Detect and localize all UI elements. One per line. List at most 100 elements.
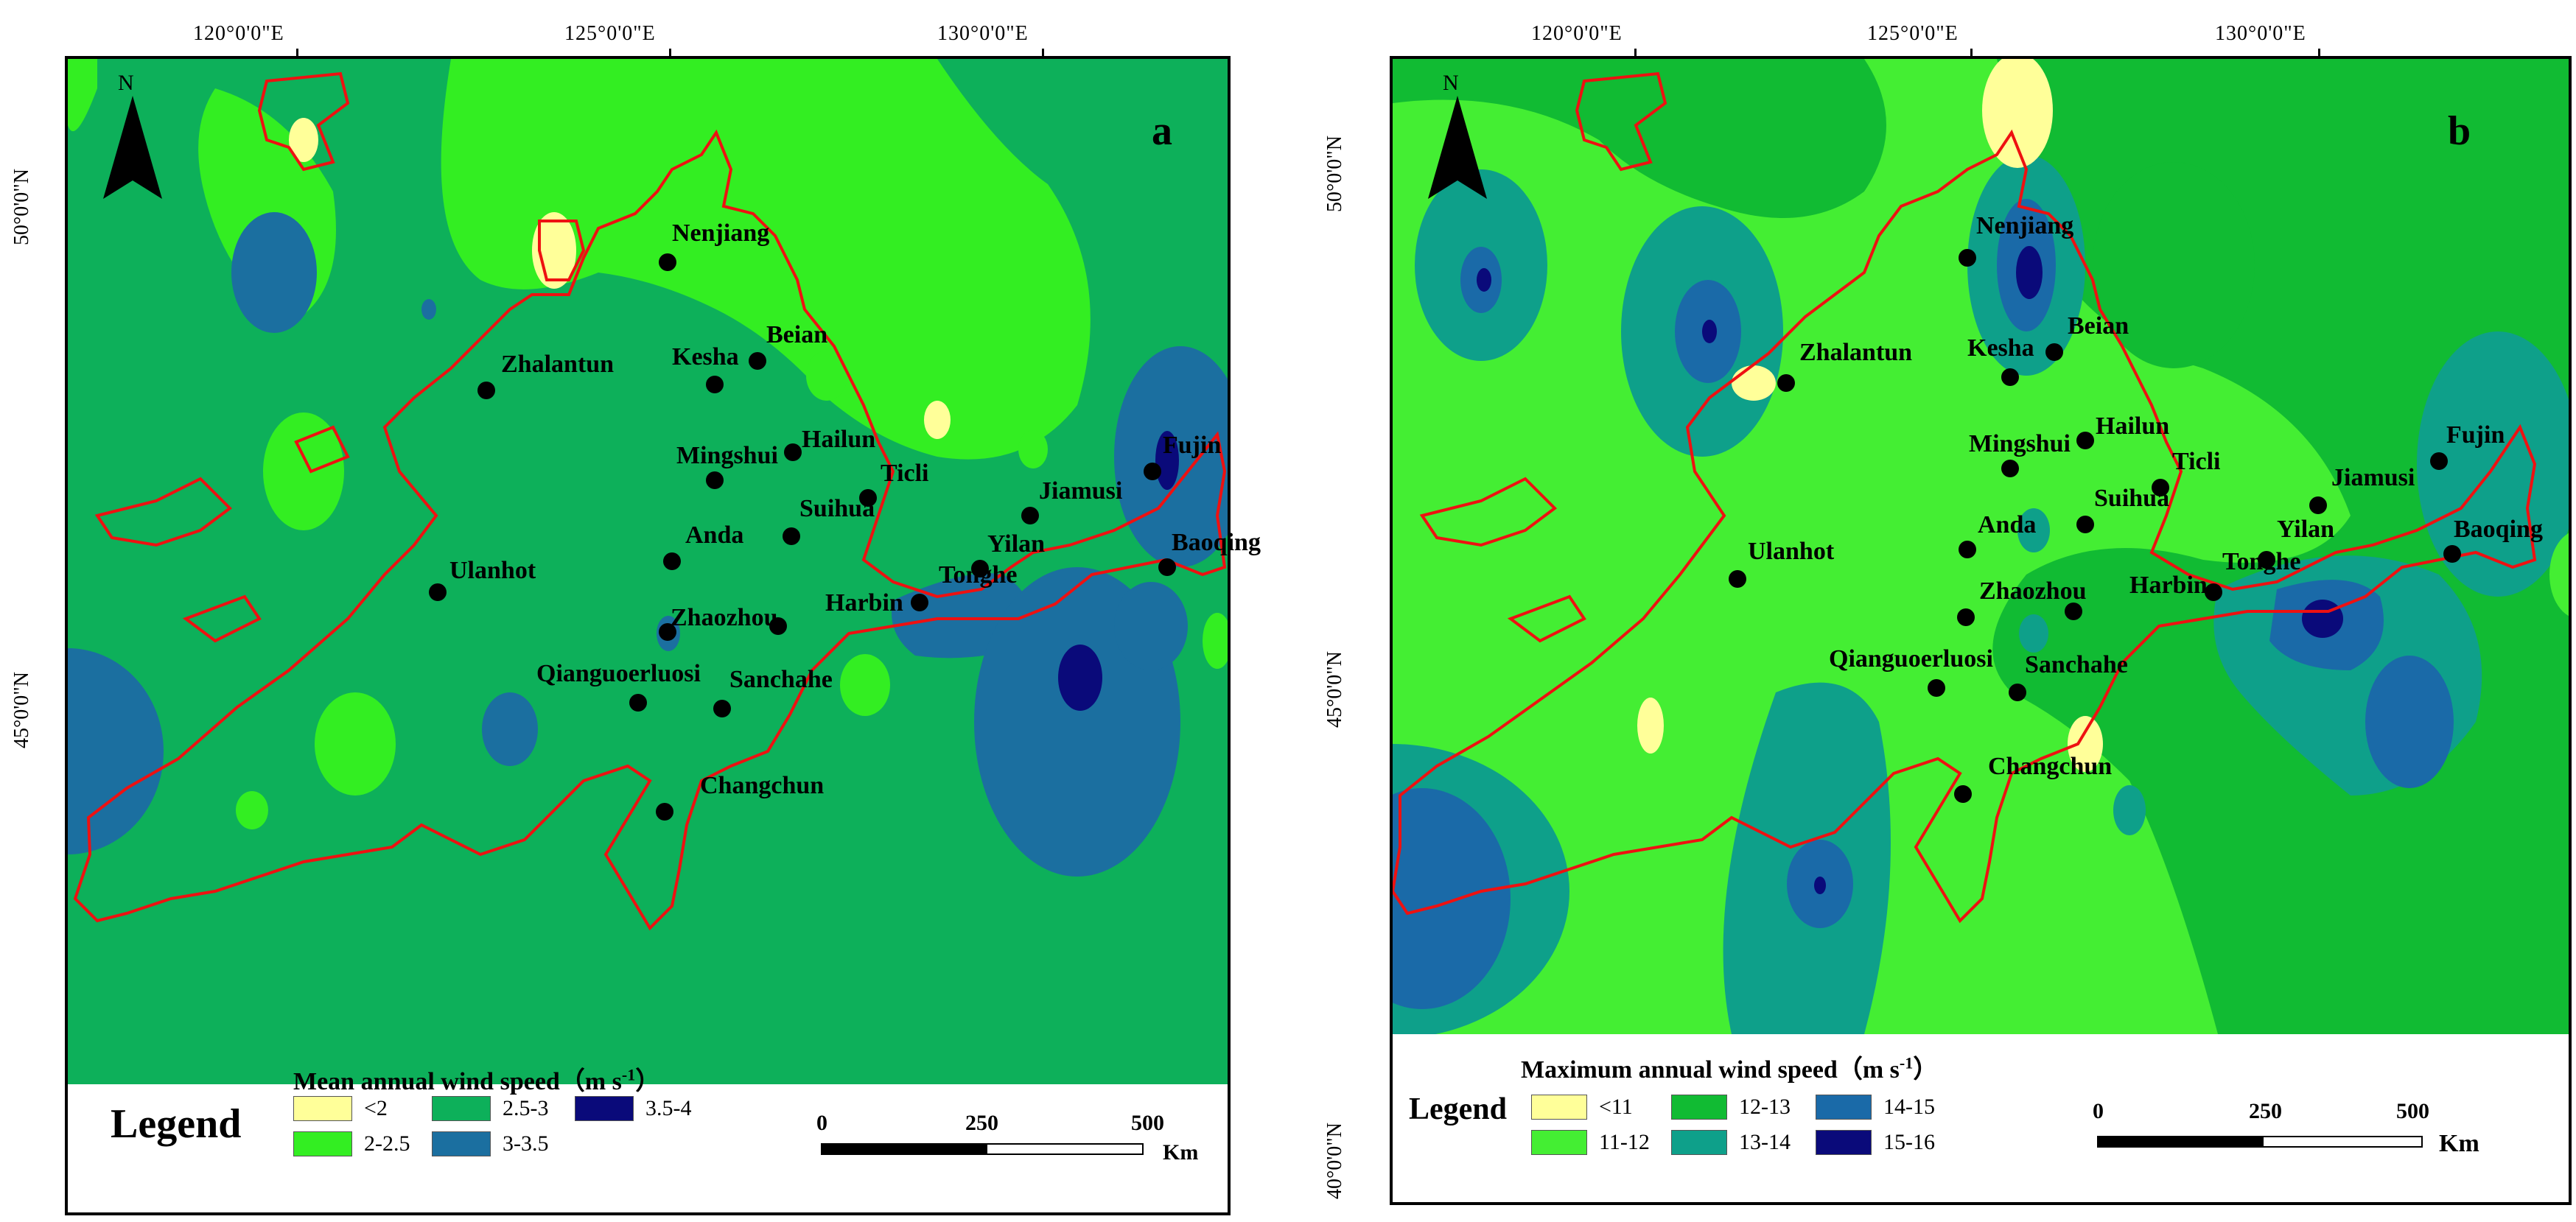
- legend-swatch: [1816, 1130, 1872, 1155]
- city-label: Ticli: [2172, 448, 2221, 475]
- zone-3-3.5: [231, 212, 317, 333]
- city-dot: [769, 617, 787, 635]
- city-dot: [783, 527, 800, 545]
- city-dot: [2430, 452, 2448, 470]
- zone-13-14: [2017, 508, 2050, 552]
- city-label: Zhaozhou: [1979, 577, 2087, 605]
- zone-lt11: [1637, 698, 1664, 754]
- lon-tick-mark: [1634, 49, 1637, 57]
- panel-b: 120°0'0"E 125°0'0"E 130°0'0"E 50°0'0"N 4…: [1291, 0, 2576, 1222]
- city-dot: [749, 352, 766, 370]
- north-arrow-icon: [103, 96, 162, 199]
- city-label: Jiamusi: [2331, 464, 2415, 491]
- legend-item: 2.5-3: [503, 1096, 549, 1120]
- city-label: Harbin: [825, 589, 903, 617]
- zone-3-3.5: [68, 648, 164, 854]
- scale-label: 500: [2396, 1099, 2429, 1123]
- city-dot: [706, 376, 724, 393]
- city-dot: [1957, 608, 1975, 626]
- city-dot: [713, 700, 731, 717]
- north-arrow-icon: [1428, 96, 1487, 199]
- legend-swatch: [1816, 1095, 1872, 1120]
- city-dot: [2065, 603, 2082, 620]
- lon-tick-125: 125°0'0"E: [564, 22, 656, 45]
- city-label: Beian: [2068, 312, 2129, 340]
- zone-2-2.5: [236, 791, 268, 829]
- city-label: Changchun: [1988, 753, 2113, 780]
- lon-tick-130: 130°0'0"E: [2215, 22, 2306, 45]
- city-dot: [1777, 374, 1795, 392]
- zone-2-2.5: [840, 654, 890, 716]
- legend-item: 13-14: [1739, 1130, 1791, 1154]
- city-dot: [659, 253, 676, 271]
- legend-swatch: [1671, 1095, 1727, 1120]
- city-dot: [2258, 551, 2275, 569]
- lon-tick-120: 120°0'0"E: [1531, 22, 1623, 45]
- study-area-boundary: [1393, 71, 2537, 924]
- lon-tick-mark: [669, 49, 671, 57]
- city-dot: [2009, 684, 2026, 701]
- zone-lt2: [289, 118, 318, 162]
- legend-swatch: [293, 1096, 352, 1121]
- legend-title: Maximum annual wind speed（m s-1）: [1521, 1053, 1939, 1084]
- north-label: N: [118, 71, 134, 95]
- city-label: Mingshui: [1969, 430, 2071, 457]
- city-dot: [971, 560, 989, 577]
- city-label: Qianguoerluosi: [1829, 645, 1993, 673]
- legend-word: Legend: [1409, 1092, 1508, 1126]
- city-dot: [477, 382, 495, 399]
- scale-segment-black: [2097, 1136, 2262, 1148]
- city-label: Zhalantun: [1799, 339, 1913, 366]
- wind-speed-map-a: [68, 59, 1228, 1084]
- zone-3.5-4: [1155, 431, 1179, 490]
- scale-unit: Km: [1163, 1140, 1199, 1165]
- zone-13-14: [2113, 785, 2146, 835]
- zone-15-16: [1477, 268, 1491, 292]
- city-label: Baoqing: [1172, 529, 1261, 556]
- city-label: Fujin: [2446, 421, 2505, 449]
- city-label: Sanchahe: [2025, 651, 2128, 678]
- legend-item: <11: [1599, 1095, 1633, 1119]
- legend-item: 3-3.5: [503, 1131, 549, 1156]
- legend-item: <2: [364, 1096, 388, 1120]
- lon-tick-125: 125°0'0"E: [1867, 22, 1959, 45]
- scale-segment-white: [2262, 1136, 2423, 1148]
- zone-2-2.5: [68, 59, 97, 132]
- city-dot: [2045, 343, 2063, 361]
- zone-2-2.5: [806, 351, 847, 401]
- zone-14-15: [1393, 788, 1511, 1009]
- city-label: Ulanhot: [1748, 538, 1835, 565]
- city-label: Hailun: [802, 426, 876, 453]
- city-label: Baoqing: [2454, 516, 2543, 543]
- scale-label: 0: [2093, 1099, 2104, 1123]
- legend-swatch: [293, 1131, 352, 1156]
- legend-item: 3.5-4: [645, 1096, 692, 1120]
- zone-12-13: [1393, 59, 1886, 218]
- city-dot: [2076, 516, 2094, 533]
- city-dot: [911, 594, 928, 611]
- city-label: Jiamusi: [1039, 477, 1123, 505]
- legend-swatch: [432, 1096, 491, 1121]
- zone-2-2.5: [1018, 430, 1048, 468]
- city-dot: [659, 623, 676, 641]
- city-dot: [2076, 432, 2094, 449]
- zone-2-2.5: [1203, 613, 1228, 669]
- scale-segment-black: [821, 1143, 986, 1155]
- zone-2-2.5: [441, 59, 1091, 460]
- map-frame: [65, 56, 1231, 1215]
- city-dot: [2001, 368, 2019, 386]
- city-dot: [429, 583, 447, 601]
- city-dot: [1959, 249, 1976, 267]
- scale-unit: Km: [2439, 1130, 2479, 1157]
- legend-swatch: [1531, 1095, 1587, 1120]
- city-label: Qianguoerluosi: [536, 660, 701, 687]
- city-label: Anda: [1978, 511, 2037, 538]
- city-dot: [859, 489, 877, 507]
- city-dot: [2001, 460, 2019, 477]
- zone-15-16: [1702, 320, 1717, 343]
- scale-label: 250: [965, 1111, 998, 1135]
- city-label: Changchun: [700, 772, 825, 799]
- city-label: Yilan: [2277, 516, 2335, 543]
- scale-segment-white: [986, 1143, 1144, 1155]
- city-label: Hailun: [2096, 412, 2170, 440]
